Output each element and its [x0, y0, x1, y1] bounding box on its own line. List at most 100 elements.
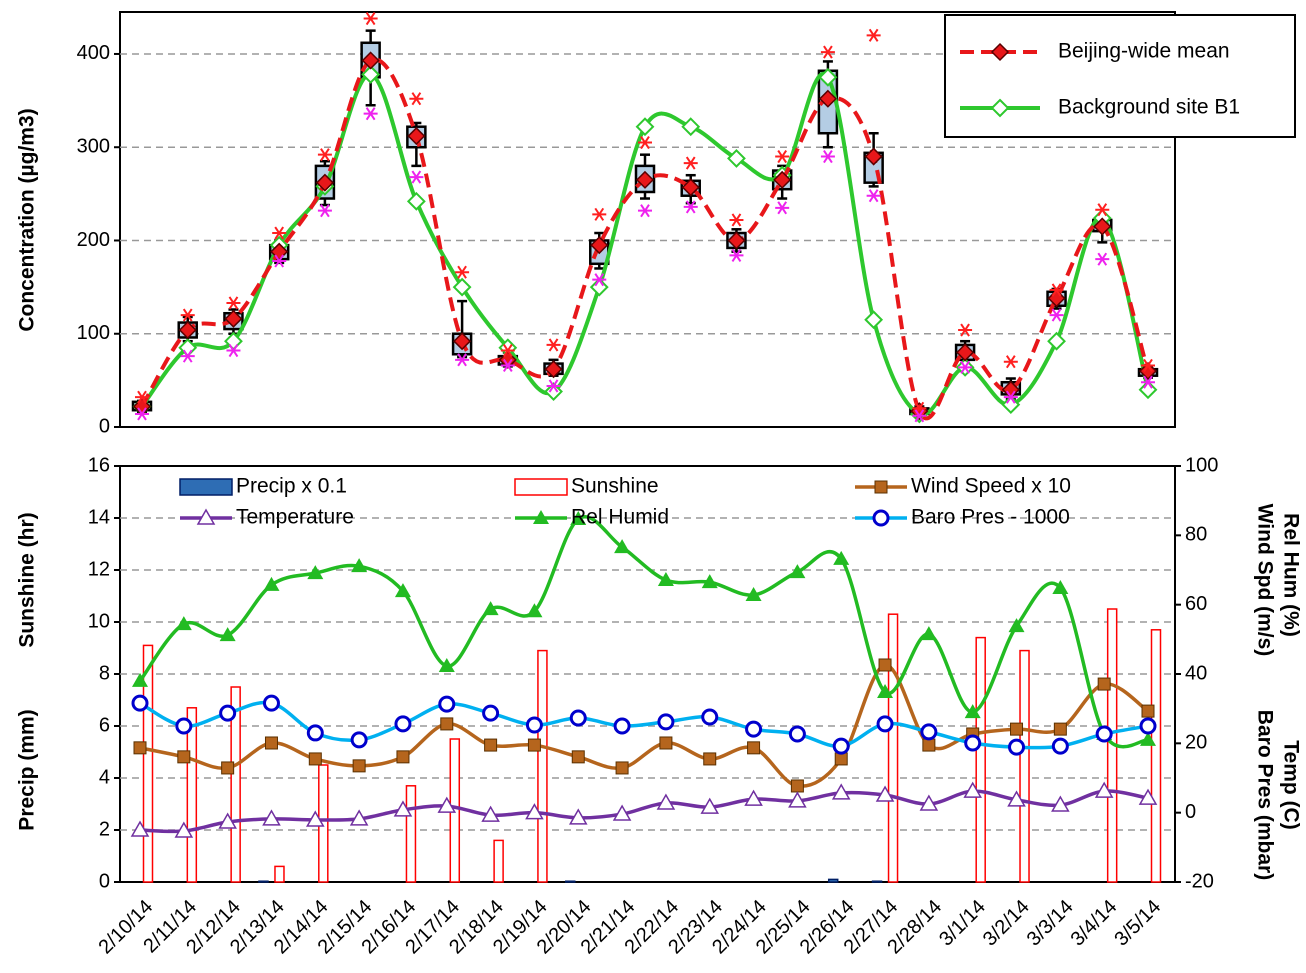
bar [274, 865, 285, 883]
point-marker [920, 626, 937, 641]
point-marker [306, 810, 325, 827]
asterisk-marker [820, 45, 835, 59]
asterisk-marker [135, 390, 149, 404]
asterisk-marker [455, 265, 470, 279]
point-marker [396, 750, 410, 764]
point-marker [361, 51, 380, 70]
asterisk-marker [1049, 283, 1064, 297]
point-marker [196, 508, 216, 525]
legend-marker [533, 510, 549, 524]
point-marker [878, 658, 892, 672]
asterisk-marker [1095, 252, 1110, 266]
y-tick-label: 2 [99, 818, 110, 840]
legend-marker [990, 98, 1010, 118]
y-tick-label: 100 [77, 322, 110, 344]
point-marker [361, 65, 381, 84]
asterisk-marker [1003, 355, 1018, 369]
asterisk-marker [866, 28, 881, 42]
asterisk-marker [546, 379, 561, 393]
point-marker [963, 781, 982, 798]
asterisk-marker [638, 136, 652, 150]
asterisk-marker [866, 189, 881, 203]
point-marker [920, 723, 938, 741]
point-marker [452, 277, 472, 297]
point-marker [964, 704, 981, 719]
point-marker [788, 791, 807, 808]
asterisk-marker [180, 349, 195, 363]
point-marker [393, 800, 413, 817]
data-line [139, 789, 1149, 834]
point-marker [919, 794, 939, 811]
point-marker [438, 695, 456, 713]
bar [405, 785, 417, 883]
point-marker [264, 736, 278, 750]
point-marker [394, 715, 412, 733]
asterisk-marker [363, 11, 378, 26]
point-marker [525, 803, 544, 820]
point-marker [133, 741, 147, 755]
x-tick-label: 3/5/14 [1110, 896, 1165, 951]
point-marker [568, 808, 588, 825]
asterisk-marker [775, 149, 790, 164]
y2-tick-label: 80 [1185, 524, 1207, 546]
point-marker [773, 170, 792, 189]
point-marker [874, 480, 888, 494]
y2-axis-title: Rel Hum (%) [1279, 513, 1302, 637]
asterisk-marker [638, 204, 652, 218]
asterisk-marker [500, 343, 515, 358]
y-tick-label: 6 [99, 714, 110, 736]
asterisk-marker [317, 148, 332, 162]
point-marker [659, 736, 673, 750]
asterisk-marker [272, 226, 287, 240]
point-marker [727, 149, 746, 168]
point-marker [130, 820, 150, 837]
point-marker [1094, 781, 1114, 798]
legend-swatch [179, 478, 233, 496]
point-marker [262, 694, 280, 712]
asterisk-marker [455, 353, 470, 367]
asterisk-marker [820, 149, 835, 164]
point-marker [744, 789, 763, 806]
point-marker [453, 332, 472, 351]
bar [975, 636, 986, 883]
asterisk-marker [912, 409, 927, 423]
point-marker [308, 752, 322, 766]
point-marker [700, 797, 720, 814]
y-tick-label: 4 [99, 766, 110, 788]
point-marker [701, 708, 719, 726]
data-line [138, 515, 1149, 749]
point-marker [876, 715, 894, 733]
y2-axis-title: Temp (C) [1279, 740, 1302, 829]
legend-label: Beijing-wide mean [1058, 40, 1230, 63]
point-marker [570, 511, 587, 526]
point-marker [350, 731, 368, 749]
asterisk-marker [546, 338, 561, 352]
asterisk-marker [409, 92, 424, 106]
y-tick-label: 400 [77, 42, 110, 64]
point-marker [1008, 618, 1025, 633]
point-marker [727, 231, 746, 250]
asterisk-marker [729, 248, 744, 262]
y-tick-label: 200 [77, 229, 110, 251]
point-marker [789, 564, 806, 579]
asterisk-marker [1141, 358, 1155, 373]
point-marker [703, 752, 717, 766]
y2-tick-label: -20 [1185, 870, 1214, 892]
asterisk-marker [775, 201, 790, 215]
point-marker [589, 277, 609, 297]
point-marker [262, 809, 281, 826]
legend-label: Baro Pres - 1000 [911, 506, 1070, 529]
point-marker [406, 191, 426, 211]
point-marker [263, 576, 280, 591]
point-marker [875, 785, 895, 802]
point-marker [1095, 725, 1113, 743]
point-marker [1093, 217, 1112, 236]
asterisk-marker [226, 343, 241, 358]
point-marker [1138, 788, 1158, 805]
legend-box [944, 14, 1296, 138]
y-tick-label: 8 [99, 662, 110, 684]
point-marker [131, 694, 149, 712]
asterisk-marker [180, 308, 195, 322]
bar [1019, 649, 1030, 883]
